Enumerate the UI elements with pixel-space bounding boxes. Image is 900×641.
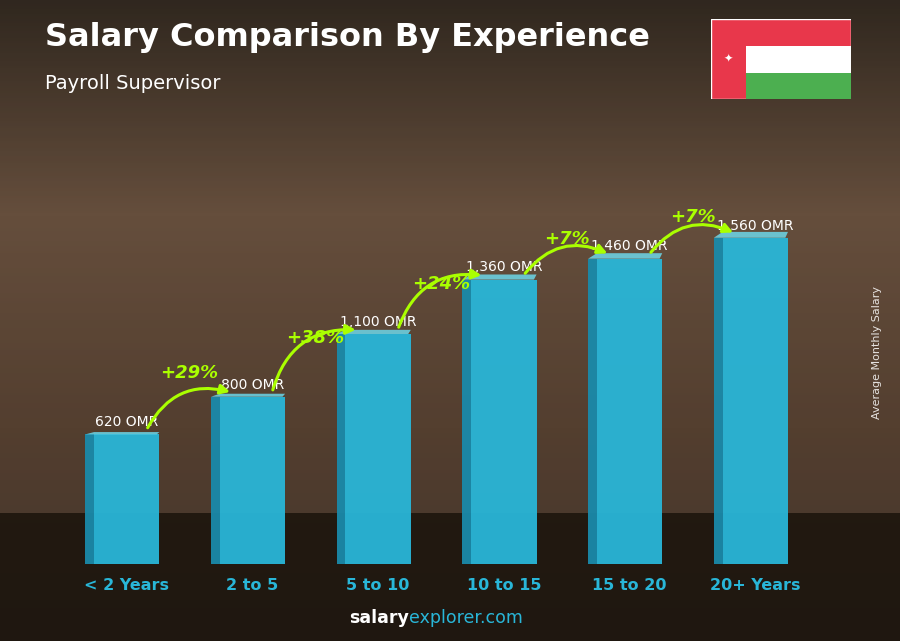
Text: salary: salary xyxy=(349,609,410,627)
Bar xyxy=(94,435,159,564)
Bar xyxy=(472,279,536,564)
Bar xyxy=(723,238,788,564)
Polygon shape xyxy=(588,253,662,259)
Polygon shape xyxy=(211,394,285,397)
Text: Average Monthly Salary: Average Monthly Salary xyxy=(872,286,883,419)
Bar xyxy=(746,46,850,72)
Bar xyxy=(463,279,472,564)
Text: 800 OMR: 800 OMR xyxy=(220,378,284,392)
Text: 1,560 OMR: 1,560 OMR xyxy=(717,219,794,233)
Text: +7%: +7% xyxy=(670,208,716,226)
Bar xyxy=(211,397,220,564)
Bar xyxy=(86,435,94,564)
Bar xyxy=(597,259,662,564)
Polygon shape xyxy=(463,274,536,279)
Text: ✦: ✦ xyxy=(724,54,733,64)
Bar xyxy=(346,334,410,564)
Text: Payroll Supervisor: Payroll Supervisor xyxy=(45,74,220,93)
FancyArrowPatch shape xyxy=(651,224,730,253)
Text: Salary Comparison By Experience: Salary Comparison By Experience xyxy=(45,22,650,53)
Polygon shape xyxy=(337,330,410,334)
FancyArrowPatch shape xyxy=(148,385,227,428)
Text: +38%: +38% xyxy=(286,329,345,347)
Text: 1,460 OMR: 1,460 OMR xyxy=(591,240,668,253)
Bar xyxy=(337,334,346,564)
Polygon shape xyxy=(714,232,788,238)
Bar xyxy=(714,238,723,564)
Bar xyxy=(220,397,285,564)
Text: explorer.com: explorer.com xyxy=(410,609,524,627)
Bar xyxy=(588,259,597,564)
Text: +7%: +7% xyxy=(544,230,590,248)
Text: +24%: +24% xyxy=(412,275,470,293)
FancyArrowPatch shape xyxy=(399,271,478,327)
Text: 1,100 OMR: 1,100 OMR xyxy=(340,315,417,329)
Text: +29%: +29% xyxy=(160,364,219,382)
Polygon shape xyxy=(86,432,159,435)
FancyArrowPatch shape xyxy=(273,326,352,390)
FancyArrowPatch shape xyxy=(526,246,604,273)
Text: 1,360 OMR: 1,360 OMR xyxy=(465,260,542,274)
Text: 620 OMR: 620 OMR xyxy=(95,415,158,429)
Bar xyxy=(746,72,850,99)
